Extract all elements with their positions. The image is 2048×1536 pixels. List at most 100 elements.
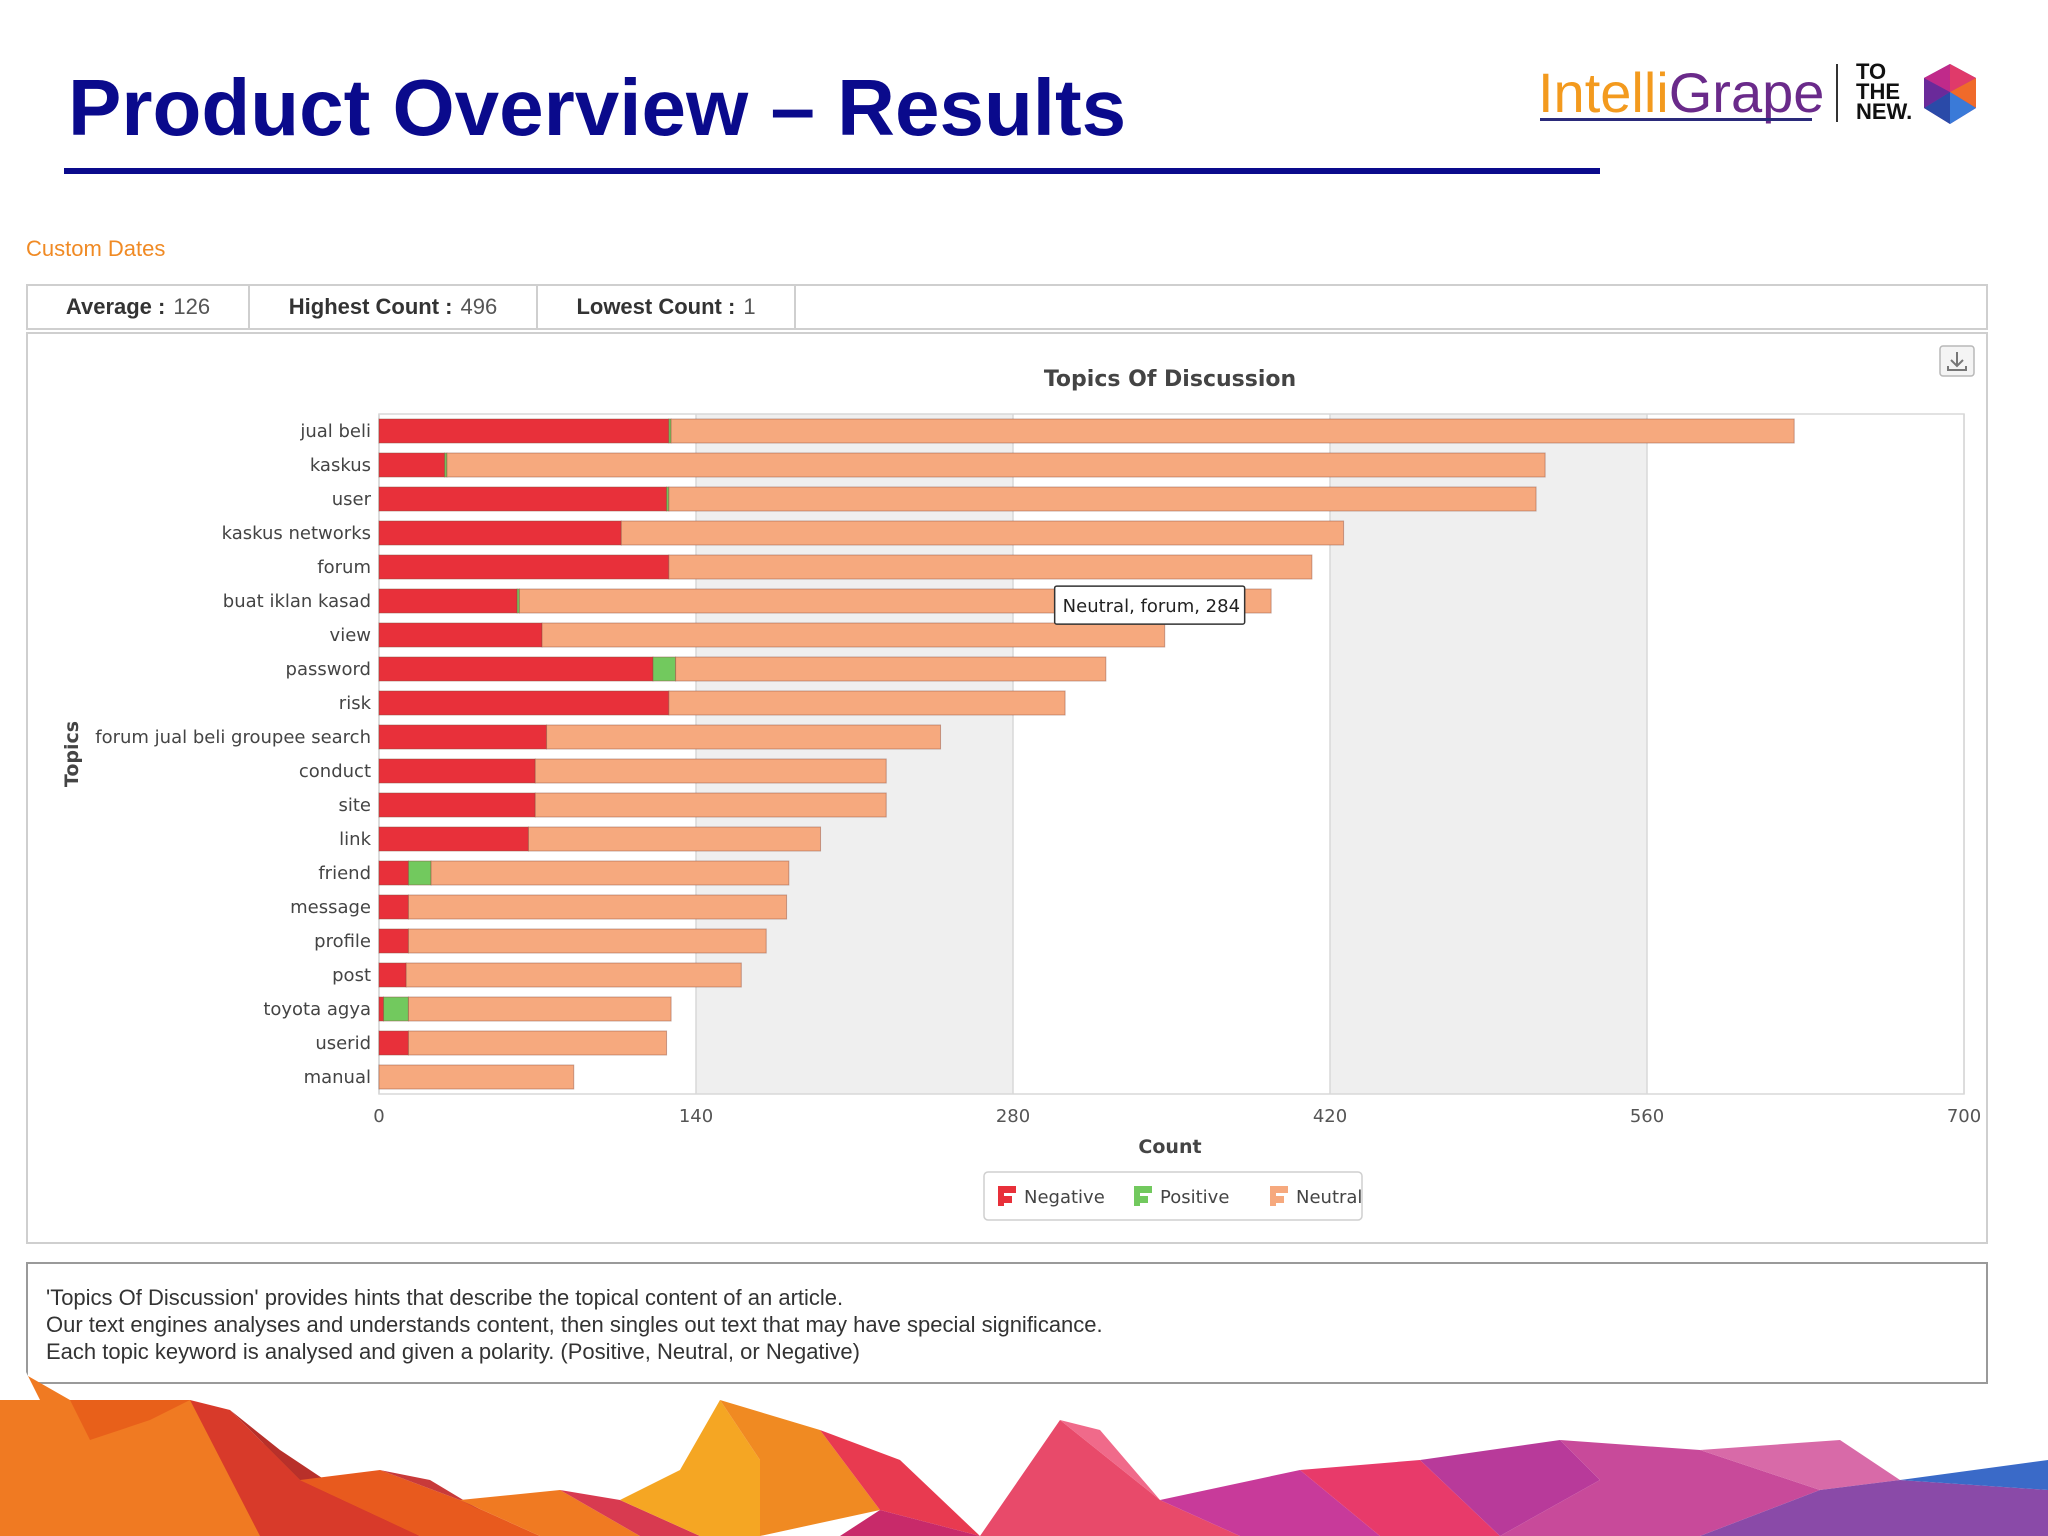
bar-neutral[interactable] <box>534 792 887 818</box>
tooltip-text: Neutral, forum, 284 <box>1063 596 1240 617</box>
legend-swatch <box>1140 1186 1152 1193</box>
x-axis-label: Count <box>1138 1136 1201 1158</box>
bar-neutral[interactable] <box>378 1064 575 1090</box>
stat-value: 126 <box>173 294 211 319</box>
bar-negative[interactable] <box>378 758 536 784</box>
bar-negative[interactable] <box>378 860 409 886</box>
custom-dates-link[interactable]: Custom Dates <box>26 236 166 261</box>
category-label: jual beli <box>299 421 371 442</box>
plot-bands <box>696 414 1647 1094</box>
slide-title: Product Overview – Results <box>68 63 1127 152</box>
category-label: kaskus <box>310 455 371 476</box>
category-label: userid <box>315 1033 371 1054</box>
legend-label: Neutral <box>1296 1187 1362 1208</box>
bar-neutral[interactable] <box>670 418 1795 444</box>
category-label: friend <box>318 863 371 884</box>
category-label: forum jual beli groupee search <box>95 727 371 748</box>
bar-negative[interactable] <box>378 724 548 750</box>
category-labels: jual beli kaskus user kaskus networks forum b… <box>95 421 371 1088</box>
bar-negative[interactable] <box>378 996 385 1022</box>
plot-frame <box>378 413 1965 1095</box>
category-label: manual <box>304 1067 371 1088</box>
bar-neutral[interactable] <box>430 860 790 886</box>
legend-item-negative[interactable]: Negative <box>998 1186 1105 1208</box>
bar-negative[interactable] <box>378 520 622 546</box>
chart-panel: jual beli kaskus user kaskus networks forum b… <box>26 332 1988 1244</box>
bar-neutral[interactable] <box>675 656 1107 682</box>
x-tick-label: 140 <box>679 1106 713 1127</box>
legend-item-positive[interactable]: Positive <box>1134 1186 1229 1208</box>
stats-bar: Average : 126 Highest Count : 496 Lowest C… <box>26 284 1988 330</box>
legend-swatch <box>1134 1186 1140 1206</box>
title-underline <box>64 168 1600 174</box>
legend-swatch <box>998 1186 1004 1206</box>
bar-neutral[interactable] <box>407 894 788 920</box>
bar-negative[interactable] <box>378 554 670 580</box>
bar-neutral[interactable] <box>407 1030 668 1056</box>
category-label: conduct <box>299 761 371 782</box>
logo-badge: TO THE NEW. <box>1856 59 1916 124</box>
category-label: forum <box>317 557 371 578</box>
bar-negative[interactable] <box>378 894 409 920</box>
y-axis-label: Topics <box>61 721 83 787</box>
bar-neutral[interactable] <box>407 996 672 1022</box>
bar-positive[interactable] <box>652 656 677 682</box>
decorative-mountains <box>0 1360 2048 1536</box>
logo-separator <box>1836 64 1838 122</box>
logo-badge-line: THE <box>1856 79 1900 104</box>
bar-neutral[interactable] <box>534 758 887 784</box>
bar-negative[interactable] <box>378 588 518 614</box>
category-label: buat iklan kasad <box>223 591 371 612</box>
category-label: view <box>330 625 371 646</box>
category-label: risk <box>339 693 372 714</box>
bar-negative[interactable] <box>378 486 668 512</box>
logo-badge-line: NEW. <box>1856 99 1913 124</box>
legend-swatch <box>1140 1196 1148 1203</box>
logo-text-intelli: Intelli <box>1538 61 1669 124</box>
bar-negative[interactable] <box>378 452 446 478</box>
bar-negative[interactable] <box>378 690 670 716</box>
bar-positive[interactable] <box>407 860 432 886</box>
description-box: 'Topics Of Discussion' provides hints th… <box>26 1262 1988 1384</box>
chart-tooltip: Neutral, forum, 284 <box>1053 585 1246 625</box>
export-button[interactable] <box>1939 345 1975 377</box>
bar-neutral[interactable] <box>407 928 767 954</box>
x-tick-label: 560 <box>1630 1106 1664 1127</box>
x-tick-label: 420 <box>1313 1106 1347 1127</box>
bar-neutral[interactable] <box>446 452 1546 478</box>
legend-swatch <box>1276 1186 1288 1193</box>
bar-negative[interactable] <box>378 656 654 682</box>
bar-neutral[interactable] <box>546 724 942 750</box>
logo-wordmark: IntelliGrape <box>1538 60 1824 125</box>
legend-item-neutral[interactable]: Neutral <box>1270 1186 1362 1208</box>
category-label: site <box>338 795 371 816</box>
bar-negative[interactable] <box>378 928 409 954</box>
stat-label: Average : <box>65 294 166 319</box>
bar-neutral[interactable] <box>668 554 1313 580</box>
bar-negative[interactable] <box>378 962 407 988</box>
bar-negative[interactable] <box>378 792 536 818</box>
bar-negative[interactable] <box>378 1030 409 1056</box>
bar-neutral[interactable] <box>668 486 1537 512</box>
plot-band <box>696 414 1013 1094</box>
logo-underline <box>1540 118 1812 121</box>
description-line: Our text engines analyses and understand… <box>46 1312 1103 1337</box>
logo-badge-line: TO <box>1856 59 1887 84</box>
stat-label: Highest Count : <box>288 294 453 319</box>
bar-neutral[interactable] <box>405 962 742 988</box>
x-tick-label: 0 <box>373 1106 384 1127</box>
stat-label: Lowest Count : <box>576 294 736 319</box>
bar-neutral[interactable] <box>668 690 1066 716</box>
bar-negative[interactable] <box>378 622 543 648</box>
bar-neutral[interactable] <box>620 520 1345 546</box>
bar-negative[interactable] <box>378 418 670 444</box>
category-label: kaskus networks <box>222 523 371 544</box>
description-line: Each topic keyword is analysed and given… <box>46 1339 860 1364</box>
bar-neutral[interactable] <box>527 826 822 852</box>
bar-negative[interactable] <box>378 826 529 852</box>
bar-positive[interactable] <box>383 996 409 1022</box>
bar-series[interactable] <box>378 418 1795 1090</box>
bar-neutral[interactable] <box>541 622 1166 648</box>
legend-swatch <box>1004 1196 1012 1203</box>
stat-value: 496 <box>460 294 498 319</box>
